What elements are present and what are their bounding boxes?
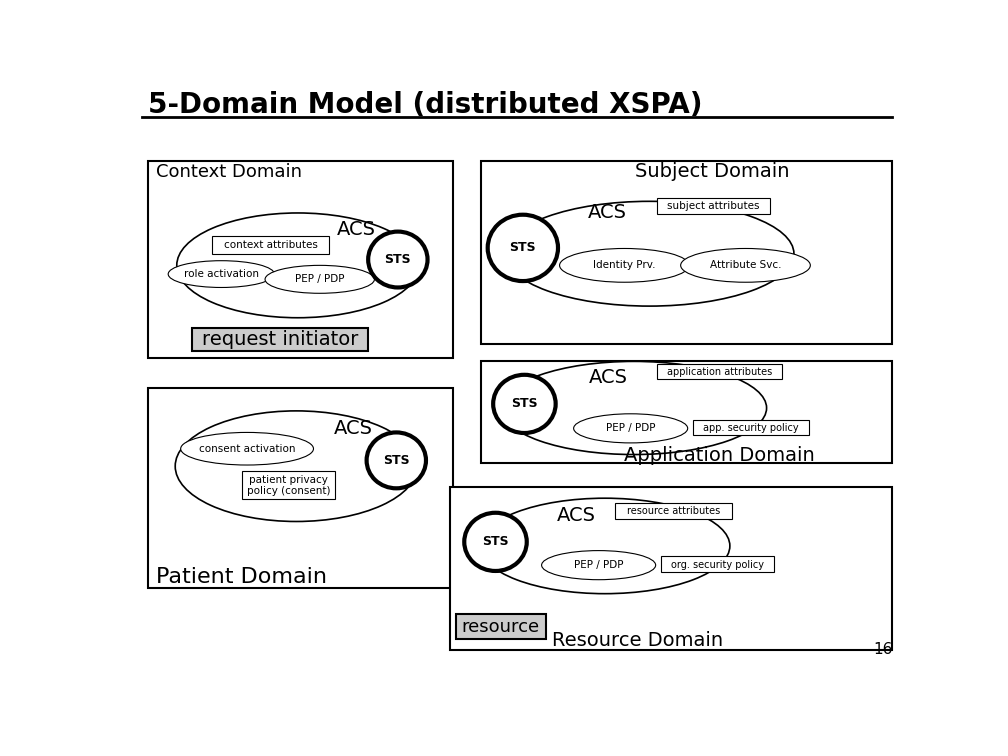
Text: Attribute Svc.: Attribute Svc. <box>710 260 781 271</box>
Ellipse shape <box>559 249 689 282</box>
Text: resource attributes: resource attributes <box>627 506 721 516</box>
Text: ACS: ACS <box>334 419 373 438</box>
Text: PEP / PDP: PEP / PDP <box>606 423 655 433</box>
Ellipse shape <box>176 213 419 318</box>
FancyBboxPatch shape <box>482 160 891 344</box>
Ellipse shape <box>493 375 555 433</box>
Ellipse shape <box>574 414 687 443</box>
FancyBboxPatch shape <box>451 487 891 649</box>
Ellipse shape <box>680 249 810 282</box>
Text: Subject Domain: Subject Domain <box>635 162 789 181</box>
Ellipse shape <box>465 513 527 571</box>
Ellipse shape <box>541 550 655 580</box>
Text: STS: STS <box>384 253 411 266</box>
Text: Patient Domain: Patient Domain <box>155 567 327 587</box>
FancyBboxPatch shape <box>694 420 808 435</box>
Text: org. security policy: org. security policy <box>671 559 764 569</box>
Text: ACS: ACS <box>588 203 627 222</box>
Text: ACS: ACS <box>337 220 376 239</box>
Text: Identity Prv.: Identity Prv. <box>593 260 655 271</box>
Text: ACS: ACS <box>589 367 628 386</box>
FancyBboxPatch shape <box>657 364 782 380</box>
Text: 5-Domain Model (distributed XSPA): 5-Domain Model (distributed XSPA) <box>148 91 703 119</box>
Text: STS: STS <box>509 241 536 254</box>
Ellipse shape <box>168 261 274 287</box>
Text: patient privacy
policy (consent): patient privacy policy (consent) <box>247 475 331 496</box>
Text: role activation: role activation <box>183 269 259 279</box>
Ellipse shape <box>265 265 374 293</box>
FancyBboxPatch shape <box>148 160 453 358</box>
Ellipse shape <box>175 411 417 522</box>
Text: consent activation: consent activation <box>199 444 295 454</box>
FancyBboxPatch shape <box>615 503 732 519</box>
FancyBboxPatch shape <box>482 361 891 463</box>
Text: resource: resource <box>461 618 539 636</box>
Text: context attributes: context attributes <box>224 240 318 250</box>
Text: PEP / PDP: PEP / PDP <box>574 560 623 570</box>
Ellipse shape <box>488 215 558 281</box>
FancyBboxPatch shape <box>193 327 368 351</box>
Ellipse shape <box>505 201 794 306</box>
Text: Resource Domain: Resource Domain <box>552 631 724 650</box>
Text: subject attributes: subject attributes <box>667 201 760 211</box>
FancyBboxPatch shape <box>657 198 770 213</box>
Text: STS: STS <box>511 398 537 411</box>
FancyBboxPatch shape <box>242 472 336 500</box>
Ellipse shape <box>501 361 767 454</box>
Ellipse shape <box>180 432 313 465</box>
Text: 16: 16 <box>874 642 893 657</box>
FancyBboxPatch shape <box>148 388 453 588</box>
FancyBboxPatch shape <box>212 236 329 254</box>
Ellipse shape <box>368 231 427 287</box>
Text: Application Domain: Application Domain <box>624 446 815 465</box>
Text: app. security policy: app. security policy <box>704 423 798 432</box>
Text: application attributes: application attributes <box>667 367 772 377</box>
Text: PEP / PDP: PEP / PDP <box>295 274 345 284</box>
Text: STS: STS <box>383 454 409 467</box>
FancyBboxPatch shape <box>456 614 545 639</box>
Text: ACS: ACS <box>556 507 596 525</box>
Ellipse shape <box>480 498 730 593</box>
FancyBboxPatch shape <box>661 556 774 572</box>
Text: request initiator: request initiator <box>203 330 359 349</box>
Text: Context Domain: Context Domain <box>155 163 301 181</box>
Text: STS: STS <box>482 535 509 548</box>
Ellipse shape <box>367 432 426 488</box>
